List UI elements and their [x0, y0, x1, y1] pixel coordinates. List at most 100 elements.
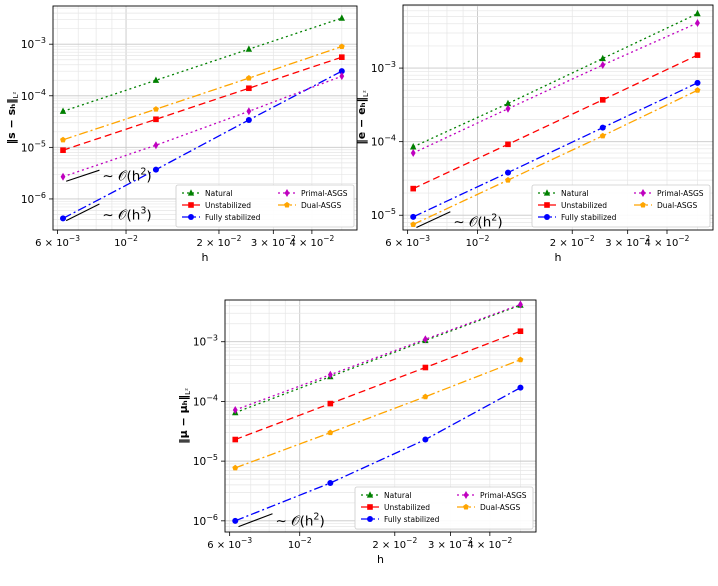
data-point-primal-asgs — [518, 300, 523, 309]
legend-label: Primal-ASGS — [480, 491, 527, 500]
data-point-natural — [152, 76, 160, 83]
tick-label-base: 10 — [371, 137, 384, 149]
series-group — [59, 14, 346, 222]
x-axis-label: h — [377, 553, 384, 566]
legend-label: Dual-ASGS — [480, 503, 520, 512]
y-axis-label-main: ‖μ − μₕ‖ — [177, 395, 190, 444]
data-point-primal-asgs — [339, 72, 345, 81]
data-point-fully-stabilized — [60, 215, 67, 222]
legend-swatch-marker — [367, 516, 373, 522]
y-tick-label: 10−3 — [193, 334, 218, 349]
x-axis: 6 × 10−3 10−2 2 × 10−2 3 × 10−24 × 10−2 — [207, 532, 513, 551]
series-line-natural — [62, 17, 343, 112]
y-axis-label: ‖s − sₕ‖L² — [5, 91, 20, 144]
data-point-primal-asgs — [422, 335, 428, 344]
data-point-dual-asgs — [327, 429, 334, 436]
tick-label-exponent: −2 — [678, 234, 689, 243]
data-point-primal-asgs — [232, 405, 238, 414]
data-point-unstabilized — [246, 85, 252, 92]
legend-item-dual-asgs: Dual-ASGS — [457, 503, 520, 512]
data-point-fully-stabilized — [152, 166, 159, 173]
tick-label-exponent: −2 — [285, 234, 296, 243]
x-tick-label: 3 × 10−2 — [251, 234, 296, 249]
tick-label-base: 6 × 10 — [35, 238, 69, 249]
slope-label: ∼ 𝒪(h2) — [102, 166, 151, 184]
legend-swatch-marker — [463, 503, 469, 510]
data-point-dual-asgs — [232, 464, 239, 471]
data-point-unstabilized — [232, 436, 239, 443]
axes-frame — [224, 299, 537, 533]
legend-box — [354, 486, 534, 530]
series-line-unstabilized — [235, 330, 521, 441]
legend-label: Dual-ASGS — [657, 201, 697, 210]
tick-label-exponent: −2 — [639, 234, 650, 243]
legend-label: Primal-ASGS — [301, 189, 348, 198]
data-point-natural — [59, 107, 67, 114]
tick-label-base: 10 — [371, 210, 384, 222]
slope-reference-line — [238, 513, 273, 528]
slope-annotation: ∼ 𝒪(h2) — [66, 166, 152, 184]
legend-item-fully-stabilized: Fully stabilized — [538, 213, 617, 222]
y-axis-label-subscript: L² — [12, 91, 20, 98]
series-line-primal-asgs — [412, 22, 698, 154]
data-point-natural — [338, 14, 346, 21]
slope-label: ∼ 𝒪(h2) — [453, 213, 502, 231]
legend-label: Dual-ASGS — [301, 201, 341, 210]
legend-item-dual-asgs: Dual-ASGS — [634, 201, 697, 210]
x-tick-label: 4 × 10−2 — [289, 234, 334, 249]
slope-annotation: ∼ 𝒪(h3) — [65, 203, 152, 224]
y-tick-label: 10−3 — [21, 36, 46, 51]
data-point-fully-stabilized — [517, 384, 524, 391]
data-point-primal-asgs — [410, 149, 416, 158]
x-axis: 6 × 10−3 10−2 2 × 10−2 3 × 10−24 × 10−2 — [385, 230, 690, 249]
data-point-fully-stabilized — [422, 436, 429, 443]
slope-label-close: ) — [319, 514, 324, 530]
legend-label: Fully stabilized — [561, 213, 617, 222]
tick-label-exponent: −2 — [462, 536, 473, 545]
x-tick-label: 10−2 — [288, 536, 312, 551]
tick-label-base: 2 × 10 — [372, 540, 406, 551]
tick-label-base: 10 — [288, 540, 301, 551]
tick-label-exponent: −2 — [406, 536, 417, 545]
y-tick-label: 10−6 — [193, 513, 218, 528]
legend-swatch-marker — [367, 504, 373, 510]
series-group — [232, 300, 524, 524]
data-point-primal-asgs — [695, 18, 700, 27]
tick-label-exponent: −3 — [384, 60, 396, 69]
legend-swatch-marker — [188, 214, 194, 220]
tick-label-exponent: −6 — [206, 513, 218, 522]
slope-label: ∼ 𝒪(h3) — [102, 206, 151, 224]
series-line-primal-asgs — [235, 303, 521, 411]
slope-label-text: ∼ 𝒪(h — [453, 215, 491, 231]
data-point-fully-stabilized — [338, 68, 345, 75]
tick-label-base: 10 — [21, 142, 34, 154]
x-axis-label: h — [202, 251, 209, 264]
x-tick-label: 3 × 10−2 — [428, 536, 473, 551]
legend-item-unstabilized: Unstabilized — [182, 201, 251, 210]
x-axis-label: h — [555, 251, 562, 264]
y-axis: 10−610−510−410−3 — [193, 334, 225, 528]
data-point-unstabilized — [410, 185, 417, 192]
slope-label-exponent: 2 — [313, 512, 319, 523]
y-tick-label: 10−3 — [371, 60, 396, 75]
y-tick-label: 10−4 — [21, 88, 46, 103]
data-point-unstabilized — [60, 147, 66, 154]
slope-label: ∼ 𝒪(h2) — [275, 512, 324, 530]
x-tick-label: 10−2 — [114, 234, 138, 249]
data-point-dual-asgs — [410, 221, 417, 227]
tick-label-exponent: −3 — [241, 536, 252, 545]
series-line-dual-asgs — [62, 45, 343, 141]
data-point-fully-stabilized — [599, 124, 606, 131]
legend-swatch-marker — [544, 214, 550, 220]
tick-label-base: 3 × 10 — [251, 238, 285, 249]
data-point-dual-asgs — [153, 106, 159, 112]
data-point-unstabilized — [153, 116, 159, 123]
legend: Natural Unstabilized Fully stabilized Prima… — [531, 184, 711, 228]
tick-label-base: 6 × 10 — [385, 238, 419, 249]
series-line-unstabilized — [62, 56, 343, 151]
y-axis-label-subscript: L² — [362, 90, 370, 97]
y-axis-label: ‖μ − μₕ‖L² — [177, 388, 192, 444]
data-point-unstabilized — [339, 54, 345, 60]
tick-label-exponent: −2 — [323, 234, 334, 243]
